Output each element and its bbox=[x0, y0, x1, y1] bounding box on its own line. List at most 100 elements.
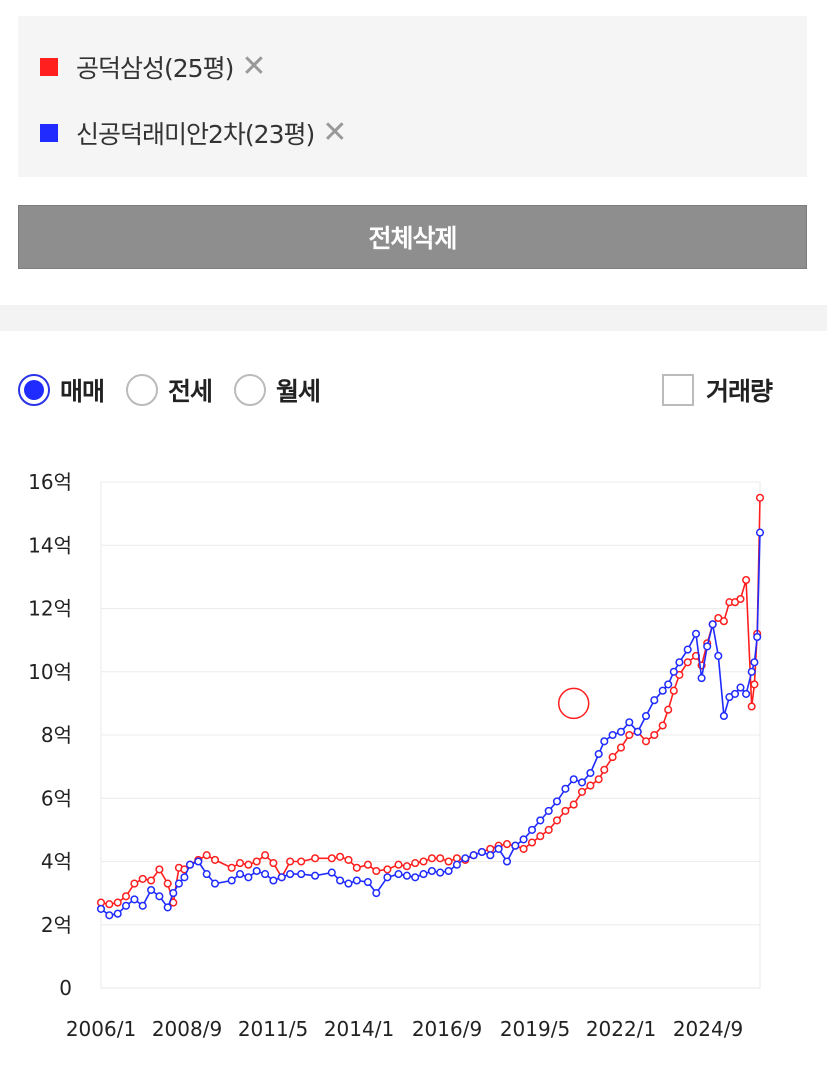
data-point bbox=[244, 873, 253, 882]
data-point bbox=[461, 854, 470, 863]
data-point bbox=[269, 859, 278, 868]
radio-sale[interactable]: 매매 bbox=[18, 372, 105, 408]
volume-label: 거래량 bbox=[706, 377, 773, 406]
data-point bbox=[747, 702, 756, 711]
data-point bbox=[469, 851, 478, 860]
data-point bbox=[105, 900, 114, 909]
data-point bbox=[411, 873, 420, 882]
data-point bbox=[730, 689, 740, 698]
close-icon[interactable]: ✕ bbox=[241, 49, 266, 84]
x-tick-label: 2006/1 bbox=[66, 1017, 136, 1041]
data-point bbox=[419, 857, 428, 866]
trade-type-radio-group: 매매 전세 월세 bbox=[18, 368, 342, 412]
data-point bbox=[269, 876, 278, 885]
data-point bbox=[616, 727, 626, 736]
x-tick-label: 2008/9 bbox=[152, 1017, 222, 1041]
data-point bbox=[444, 866, 453, 876]
y-tick-label: 6억 bbox=[41, 786, 72, 810]
data-point bbox=[658, 686, 667, 695]
y-tick-label: 0 bbox=[59, 976, 72, 1000]
x-tick-label: 2016/9 bbox=[412, 1017, 482, 1041]
data-point bbox=[105, 911, 114, 920]
data-point bbox=[383, 865, 392, 874]
data-point bbox=[683, 658, 692, 667]
data-point bbox=[502, 857, 512, 866]
legend-swatch bbox=[40, 124, 58, 142]
data-point bbox=[577, 787, 587, 796]
data-point bbox=[227, 876, 236, 885]
data-point bbox=[96, 904, 106, 913]
data-point bbox=[394, 870, 403, 879]
data-point bbox=[138, 901, 147, 910]
data-point bbox=[719, 617, 728, 626]
data-point bbox=[286, 857, 295, 866]
data-point bbox=[436, 868, 445, 877]
data-point bbox=[336, 852, 345, 861]
data-point bbox=[633, 727, 642, 736]
data-point bbox=[402, 862, 411, 871]
data-point bbox=[719, 711, 728, 721]
radio-button[interactable] bbox=[126, 374, 159, 406]
data-point bbox=[708, 620, 717, 629]
data-point bbox=[402, 871, 411, 880]
data-point bbox=[252, 857, 261, 866]
data-point bbox=[527, 838, 537, 847]
data-point bbox=[750, 658, 759, 667]
data-point bbox=[608, 730, 617, 740]
radio-monthly-rent[interactable]: 월세 bbox=[234, 372, 321, 408]
data-point bbox=[452, 860, 461, 869]
data-point bbox=[344, 879, 353, 888]
data-point bbox=[658, 721, 667, 730]
data-point bbox=[130, 879, 139, 888]
volume-checkbox[interactable] bbox=[662, 374, 694, 406]
data-point bbox=[444, 857, 453, 866]
data-point bbox=[252, 866, 261, 876]
data-point bbox=[544, 806, 553, 815]
data-point bbox=[675, 658, 684, 667]
radio-jeonse[interactable]: 전세 bbox=[126, 372, 213, 408]
data-point bbox=[411, 859, 420, 868]
data-point bbox=[138, 874, 147, 883]
delete-all-button[interactable]: 전체삭제 bbox=[18, 205, 807, 269]
data-point bbox=[527, 825, 537, 834]
data-point bbox=[600, 737, 609, 746]
radio-button[interactable] bbox=[234, 374, 267, 406]
data-point bbox=[261, 870, 270, 879]
data-point bbox=[502, 840, 512, 849]
legend-label: 공덕삼성(25평) bbox=[76, 54, 234, 83]
data-point bbox=[113, 898, 122, 907]
data-point bbox=[519, 835, 528, 844]
data-point bbox=[683, 645, 692, 654]
data-point bbox=[202, 870, 211, 879]
radio-label: 월세 bbox=[276, 377, 321, 406]
close-icon[interactable]: ✕ bbox=[322, 115, 347, 150]
data-point bbox=[536, 816, 545, 825]
data-point bbox=[113, 909, 122, 918]
data-point bbox=[594, 749, 603, 759]
data-point bbox=[235, 870, 245, 879]
data-point bbox=[394, 860, 403, 869]
data-point bbox=[427, 854, 436, 863]
data-point bbox=[147, 876, 156, 885]
volume-toggle[interactable]: 거래량 bbox=[662, 372, 773, 408]
data-point bbox=[750, 680, 759, 689]
data-point bbox=[155, 865, 164, 874]
data-point bbox=[600, 765, 609, 774]
data-point bbox=[561, 806, 570, 815]
data-point bbox=[163, 903, 172, 912]
data-point bbox=[511, 841, 520, 850]
data-point bbox=[586, 768, 595, 778]
data-point bbox=[297, 870, 306, 879]
y-tick-label: 12억 bbox=[28, 597, 72, 621]
x-tick-label: 2022/1 bbox=[586, 1017, 656, 1041]
radio-label: 매매 bbox=[60, 377, 105, 406]
data-point bbox=[650, 730, 659, 740]
data-point bbox=[235, 859, 245, 868]
section-divider bbox=[0, 305, 827, 331]
data-point bbox=[714, 651, 723, 660]
radio-button[interactable] bbox=[18, 374, 50, 406]
data-point bbox=[625, 730, 634, 740]
y-tick-label: 14억 bbox=[28, 533, 72, 557]
data-point bbox=[552, 797, 562, 806]
legend-swatch bbox=[40, 58, 58, 76]
